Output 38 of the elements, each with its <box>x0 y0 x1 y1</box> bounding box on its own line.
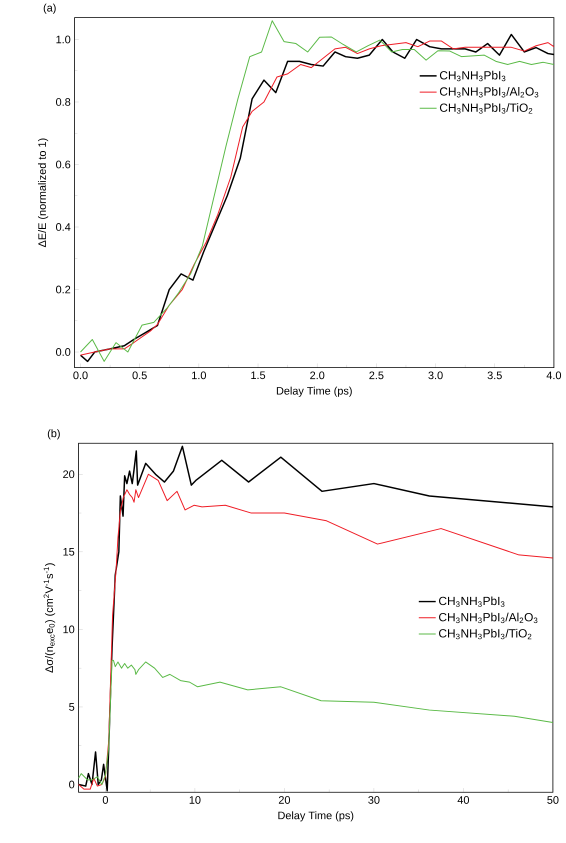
x-tick-label: 0.5 <box>132 371 147 380</box>
legend-label: CH$_{3}$NH$_{3}$PbI$_{3}$ <box>440 70 506 82</box>
x-tick-label: 30 <box>368 796 380 804</box>
text: CH$_{3}$NH$_{3}$PbI$_{3}$/Al$_{2}$O$_{3}$ <box>440 86 538 98</box>
y-tick-label: 0.2 <box>56 286 70 294</box>
x-tick-label: 40 <box>458 796 470 804</box>
x-axis-title: Delay Time (ps) <box>276 386 352 397</box>
y-tick-label: 10 <box>64 626 74 634</box>
text: Δσ/(n$_{exc}$e$_{0}$) (cm$^{2}$V$^{-1}$s$^{-1}$) <box>44 563 56 673</box>
x-axis-title: Delay Time (ps) <box>278 811 354 822</box>
x-tick-label: 3.0 <box>428 371 443 380</box>
legend-label: CH$_{3}$NH$_{3}$PbI$_{3}$ <box>439 596 505 607</box>
y-tick-label: 5 <box>69 703 74 711</box>
y-tick-label: 15 <box>64 548 74 556</box>
x-tick-label: 2.5 <box>369 371 384 380</box>
legend-label: CH$_{3}$NH$_{3}$PbI$_{3}$/TiO$_{2}$ <box>440 103 532 114</box>
y-tick-label: 0 <box>69 780 74 788</box>
x-tick-label: 1.0 <box>192 371 206 380</box>
text: CH$_{3}$NH$_{3}$PbI$_{3}$/Al$_{2}$O$_{3}$ <box>439 612 538 624</box>
x-tick-label: 1.5 <box>251 371 266 380</box>
y-tick-label: 1.0 <box>56 36 70 44</box>
y-tick-label: 0.6 <box>56 160 70 168</box>
y-axis-title: ΔE/E (normalized to 1) <box>38 138 48 248</box>
y-tick-label: 20 <box>63 470 74 478</box>
text: (a) <box>44 4 56 14</box>
x-tick-label: 10 <box>190 796 201 804</box>
y-tick-label: 0.8 <box>56 98 70 106</box>
x-tick-label: 3.5 <box>488 371 502 380</box>
x-tick-label: 4.0 <box>546 371 562 380</box>
x-tick-label: 20 <box>278 796 290 804</box>
y-tick-label: 0.0 <box>56 348 70 356</box>
x-tick-label: 0 <box>102 796 108 804</box>
y-tick-label: 0.4 <box>56 223 71 231</box>
line-series <box>78 660 554 786</box>
x-tick-label: 2.0 <box>310 371 324 380</box>
x-tick-label: 50 <box>547 796 559 804</box>
text: (b) <box>48 429 60 440</box>
legend-label: CH$_{3}$NH$_{3}$PbI$_{3}$/TiO$_{2}$ <box>439 628 532 640</box>
